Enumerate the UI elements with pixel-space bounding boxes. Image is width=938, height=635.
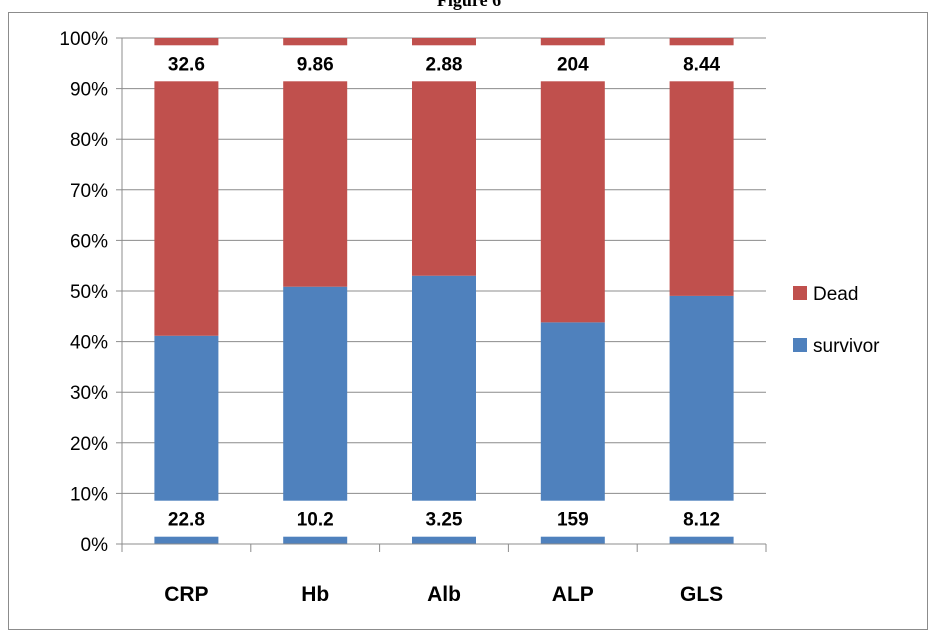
data-label-bg [401, 500, 487, 537]
data-label-bg [143, 500, 230, 537]
data-label-survivor-alp: 159 [557, 510, 589, 531]
legend-label-survivor: survivor [813, 336, 880, 357]
data-label-dead-hb: 9.86 [297, 54, 334, 75]
data-label-dead-crp: 32.6 [168, 54, 205, 75]
y-tick-label: 80% [70, 130, 108, 151]
data-label-survivor-alb: 3.25 [426, 510, 463, 531]
data-label-survivor-crp: 22.8 [168, 510, 205, 531]
data-label-survivor-gls: 8.12 [683, 510, 720, 531]
data-label-bg [143, 45, 230, 82]
x-category-label: GLS [680, 583, 723, 606]
x-category-label: Hb [301, 583, 329, 606]
data-label-bg [401, 45, 487, 82]
y-tick-label: 90% [70, 80, 108, 101]
data-label-bg [272, 45, 359, 82]
y-tick-label: 0% [81, 535, 109, 556]
data-label-dead-alp: 204 [557, 54, 589, 75]
data-label-bg [529, 45, 616, 82]
data-label-bg [658, 45, 745, 82]
bar-survivor-alb [412, 275, 476, 544]
data-label-dead-alb: 2.88 [426, 54, 463, 75]
y-tick-label: 30% [70, 383, 108, 404]
y-tick-label: 40% [70, 333, 108, 354]
x-category-label: CRP [164, 583, 208, 606]
legend-swatch-dead [793, 286, 807, 300]
chart-title: Figure 6 [436, 0, 502, 10]
x-category-label: Alb [427, 583, 461, 606]
x-category-label: ALP [552, 583, 594, 606]
data-label-dead-gls: 8.44 [683, 54, 720, 75]
y-tick-label: 100% [59, 29, 108, 50]
data-label-bg [658, 500, 745, 537]
bar-dead-crp [154, 38, 219, 336]
y-tick-label: 50% [70, 282, 108, 303]
y-tick-label: 10% [70, 484, 108, 505]
y-tick-label: 60% [70, 231, 108, 252]
data-label-bg [529, 500, 616, 537]
y-tick-label: 70% [70, 181, 108, 202]
data-label-bg [272, 500, 359, 537]
legend-swatch-survivor [793, 338, 807, 352]
y-tick-label: 20% [70, 434, 108, 455]
legend-label-dead: Dead [813, 284, 858, 305]
data-label-survivor-hb: 10.2 [297, 510, 334, 531]
bar-dead-alp [540, 38, 605, 323]
